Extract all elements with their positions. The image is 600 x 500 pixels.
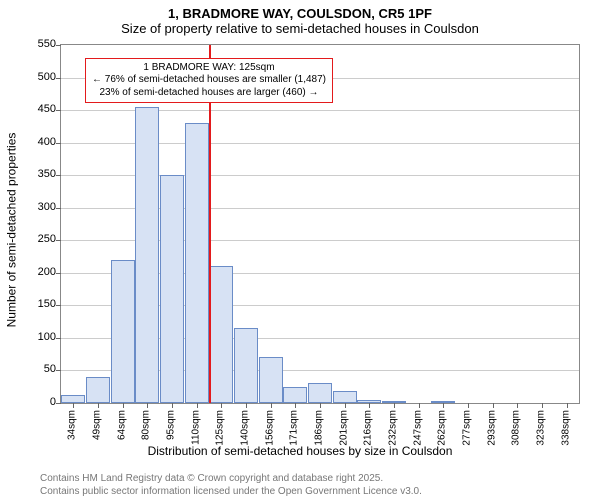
xtick-label: 64sqm bbox=[116, 410, 127, 440]
ytick-label: 150 bbox=[26, 298, 56, 310]
histogram-bar bbox=[160, 175, 184, 403]
xtick-mark bbox=[419, 403, 420, 408]
histogram-bar bbox=[61, 395, 85, 403]
xtick-mark bbox=[295, 403, 296, 408]
xtick-label: 247sqm bbox=[412, 410, 423, 446]
histogram-bar bbox=[283, 387, 307, 403]
ytick-mark bbox=[56, 370, 61, 371]
ytick-label: 0 bbox=[26, 396, 56, 408]
ytick-label: 250 bbox=[26, 233, 56, 245]
ytick-mark bbox=[56, 175, 61, 176]
xtick-label: 216sqm bbox=[363, 410, 374, 446]
footer-line1: Contains HM Land Registry data © Crown c… bbox=[40, 473, 422, 486]
xtick-mark bbox=[98, 403, 99, 408]
histogram-bar bbox=[185, 123, 209, 403]
annotation-line: 1 BRADMORE WAY: 125sqm bbox=[92, 62, 326, 75]
xtick-label: 232sqm bbox=[388, 410, 399, 446]
histogram-bar bbox=[234, 328, 258, 403]
xtick-mark bbox=[345, 403, 346, 408]
plot-area: 1 BRADMORE WAY: 125sqm← 76% of semi-deta… bbox=[60, 44, 580, 404]
footer-attribution: Contains HM Land Registry data © Crown c… bbox=[40, 473, 422, 498]
ytick-label: 450 bbox=[26, 103, 56, 115]
histogram-bar bbox=[333, 391, 357, 403]
xtick-mark bbox=[468, 403, 469, 408]
xtick-mark bbox=[567, 403, 568, 408]
xtick-mark bbox=[493, 403, 494, 408]
ytick-label: 200 bbox=[26, 266, 56, 278]
xtick-label: 323sqm bbox=[536, 410, 547, 446]
xtick-mark bbox=[542, 403, 543, 408]
xtick-label: 262sqm bbox=[437, 410, 448, 446]
ytick-mark bbox=[56, 45, 61, 46]
ytick-label: 300 bbox=[26, 201, 56, 213]
xtick-mark bbox=[123, 403, 124, 408]
ytick-mark bbox=[56, 240, 61, 241]
xtick-label: 95sqm bbox=[166, 410, 177, 440]
xtick-label: 277sqm bbox=[462, 410, 473, 446]
y-axis-label-wrap: Number of semi-detached properties bbox=[2, 50, 20, 410]
xtick-label: 34sqm bbox=[67, 410, 78, 440]
xtick-label: 293sqm bbox=[486, 410, 497, 446]
y-axis-label: Number of semi-detached properties bbox=[4, 133, 18, 328]
ytick-label: 400 bbox=[26, 136, 56, 148]
histogram-bar bbox=[86, 377, 110, 403]
xtick-mark bbox=[443, 403, 444, 408]
ytick-mark bbox=[56, 338, 61, 339]
histogram-bar bbox=[209, 266, 233, 403]
ytick-mark bbox=[56, 208, 61, 209]
annotation-box: 1 BRADMORE WAY: 125sqm← 76% of semi-deta… bbox=[85, 58, 333, 104]
xtick-label: 186sqm bbox=[314, 410, 325, 446]
histogram-bar bbox=[135, 107, 159, 403]
ytick-label: 50 bbox=[26, 363, 56, 375]
xtick-mark bbox=[394, 403, 395, 408]
xtick-mark bbox=[172, 403, 173, 408]
histogram-bar bbox=[308, 383, 332, 403]
xtick-label: 80sqm bbox=[141, 410, 152, 440]
xtick-label: 110sqm bbox=[190, 410, 201, 445]
ytick-mark bbox=[56, 273, 61, 274]
ytick-label: 550 bbox=[26, 38, 56, 50]
ytick-mark bbox=[56, 110, 61, 111]
ytick-label: 350 bbox=[26, 168, 56, 180]
xtick-label: 338sqm bbox=[560, 410, 571, 446]
xtick-mark bbox=[246, 403, 247, 408]
ytick-mark bbox=[56, 305, 61, 306]
xtick-label: 201sqm bbox=[338, 410, 349, 446]
ytick-label: 500 bbox=[26, 71, 56, 83]
xtick-label: 156sqm bbox=[264, 410, 275, 446]
ytick-mark bbox=[56, 403, 61, 404]
xtick-mark bbox=[221, 403, 222, 408]
xtick-mark bbox=[147, 403, 148, 408]
ytick-label: 100 bbox=[26, 331, 56, 343]
xtick-mark bbox=[320, 403, 321, 408]
annotation-line: 23% of semi-detached houses are larger (… bbox=[92, 87, 326, 100]
xtick-mark bbox=[369, 403, 370, 408]
chart-title-line2: Size of property relative to semi-detach… bbox=[0, 21, 600, 36]
xtick-mark bbox=[517, 403, 518, 408]
xtick-label: 125sqm bbox=[215, 410, 226, 446]
footer-line2: Contains public sector information licen… bbox=[40, 486, 422, 499]
ytick-mark bbox=[56, 78, 61, 79]
xtick-label: 140sqm bbox=[240, 410, 251, 446]
xtick-label: 308sqm bbox=[511, 410, 522, 446]
ytick-mark bbox=[56, 143, 61, 144]
xtick-mark bbox=[271, 403, 272, 408]
chart-title-line1: 1, BRADMORE WAY, COULSDON, CR5 1PF bbox=[0, 6, 600, 21]
x-axis-label: Distribution of semi-detached houses by … bbox=[0, 444, 600, 458]
annotation-line: ← 76% of semi-detached houses are smalle… bbox=[92, 74, 326, 87]
histogram-bar bbox=[259, 357, 283, 403]
histogram-bar bbox=[111, 260, 135, 403]
xtick-mark bbox=[73, 403, 74, 408]
xtick-label: 49sqm bbox=[92, 410, 103, 440]
xtick-mark bbox=[197, 403, 198, 408]
xtick-label: 171sqm bbox=[289, 410, 300, 446]
